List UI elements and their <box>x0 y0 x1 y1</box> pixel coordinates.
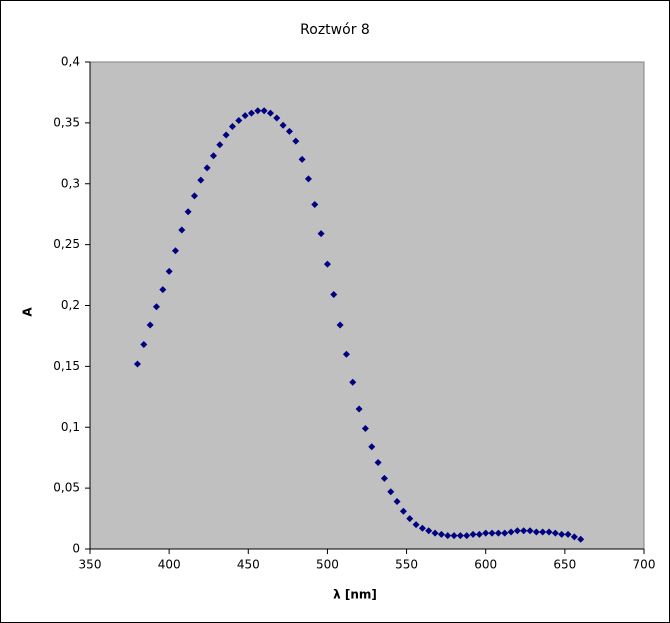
marker <box>235 116 243 124</box>
marker <box>361 424 369 432</box>
x-axis-label: λ [nm] <box>333 588 377 602</box>
marker <box>241 112 249 120</box>
marker <box>558 530 566 538</box>
marker <box>197 176 205 184</box>
marker <box>349 378 357 386</box>
x-tick-label: 700 <box>633 558 656 572</box>
marker <box>228 123 236 131</box>
marker <box>507 528 515 536</box>
y-tick-label: 0,35 <box>53 115 80 129</box>
marker <box>399 507 407 515</box>
marker <box>298 155 306 163</box>
marker <box>501 529 509 537</box>
x-tick-label: 650 <box>553 558 576 572</box>
marker <box>146 321 154 329</box>
y-tick-label: 0,1 <box>61 420 80 434</box>
marker <box>482 529 490 537</box>
marker <box>178 226 186 234</box>
marker <box>292 137 300 145</box>
marker <box>190 192 198 200</box>
marker <box>285 127 293 135</box>
x-tick-label: 550 <box>395 558 418 572</box>
marker <box>140 340 148 348</box>
y-tick-label: 0,2 <box>61 298 80 312</box>
marker <box>311 200 319 208</box>
marker <box>564 530 572 538</box>
y-tick-label: 0,25 <box>53 237 80 251</box>
marker <box>412 521 420 529</box>
marker <box>374 459 382 467</box>
marker <box>133 360 141 368</box>
marker <box>494 529 502 537</box>
marker <box>323 260 331 268</box>
marker <box>222 131 230 139</box>
marker <box>526 527 534 535</box>
marker <box>577 535 585 543</box>
marker <box>266 109 274 117</box>
marker <box>488 529 496 537</box>
marker <box>418 524 426 532</box>
marker <box>165 267 173 275</box>
x-tick-label: 400 <box>158 558 181 572</box>
marker <box>463 532 471 540</box>
y-tick-label: 0,15 <box>53 359 80 373</box>
marker <box>260 107 268 115</box>
x-tick-label: 500 <box>316 558 339 572</box>
chart-title: Roztwór 8 <box>300 22 370 38</box>
marker <box>469 530 477 538</box>
y-tick-label: 0 <box>72 542 80 556</box>
marker <box>152 303 160 311</box>
marker <box>393 498 401 506</box>
marker <box>171 247 179 255</box>
marker <box>159 286 167 294</box>
marker <box>254 107 262 115</box>
marker <box>444 532 452 540</box>
marker <box>437 530 445 538</box>
marker <box>456 532 464 540</box>
marker <box>425 527 433 535</box>
marker <box>539 528 547 536</box>
marker <box>273 114 281 122</box>
x-tick-label: 600 <box>474 558 497 572</box>
y-tick-label: 0,05 <box>53 481 80 495</box>
marker <box>203 164 211 172</box>
marker <box>216 141 224 149</box>
marker <box>336 321 344 329</box>
marker <box>279 121 287 129</box>
y-tick-label: 0,4 <box>61 55 80 69</box>
marker <box>387 488 395 496</box>
marker <box>209 152 217 160</box>
marker <box>184 208 192 216</box>
y-axis-label: A <box>21 307 35 317</box>
y-tick-label: 0,3 <box>61 176 80 190</box>
marker <box>368 443 376 451</box>
plot-area <box>89 61 645 550</box>
marker <box>355 405 363 413</box>
x-tick-label: 350 <box>79 558 102 572</box>
marker <box>317 230 325 238</box>
marker <box>330 291 338 299</box>
marker <box>450 532 458 540</box>
marker <box>475 530 483 538</box>
marker <box>247 109 255 117</box>
x-tick-label: 450 <box>237 558 260 572</box>
marker <box>570 533 578 541</box>
marker <box>532 528 540 536</box>
marker <box>431 529 439 537</box>
marker <box>342 350 350 358</box>
marker <box>520 527 528 535</box>
marker <box>545 528 553 536</box>
marker <box>304 175 312 183</box>
marker <box>551 529 559 537</box>
marker <box>513 527 521 535</box>
marker <box>406 515 414 523</box>
marker <box>380 474 388 482</box>
